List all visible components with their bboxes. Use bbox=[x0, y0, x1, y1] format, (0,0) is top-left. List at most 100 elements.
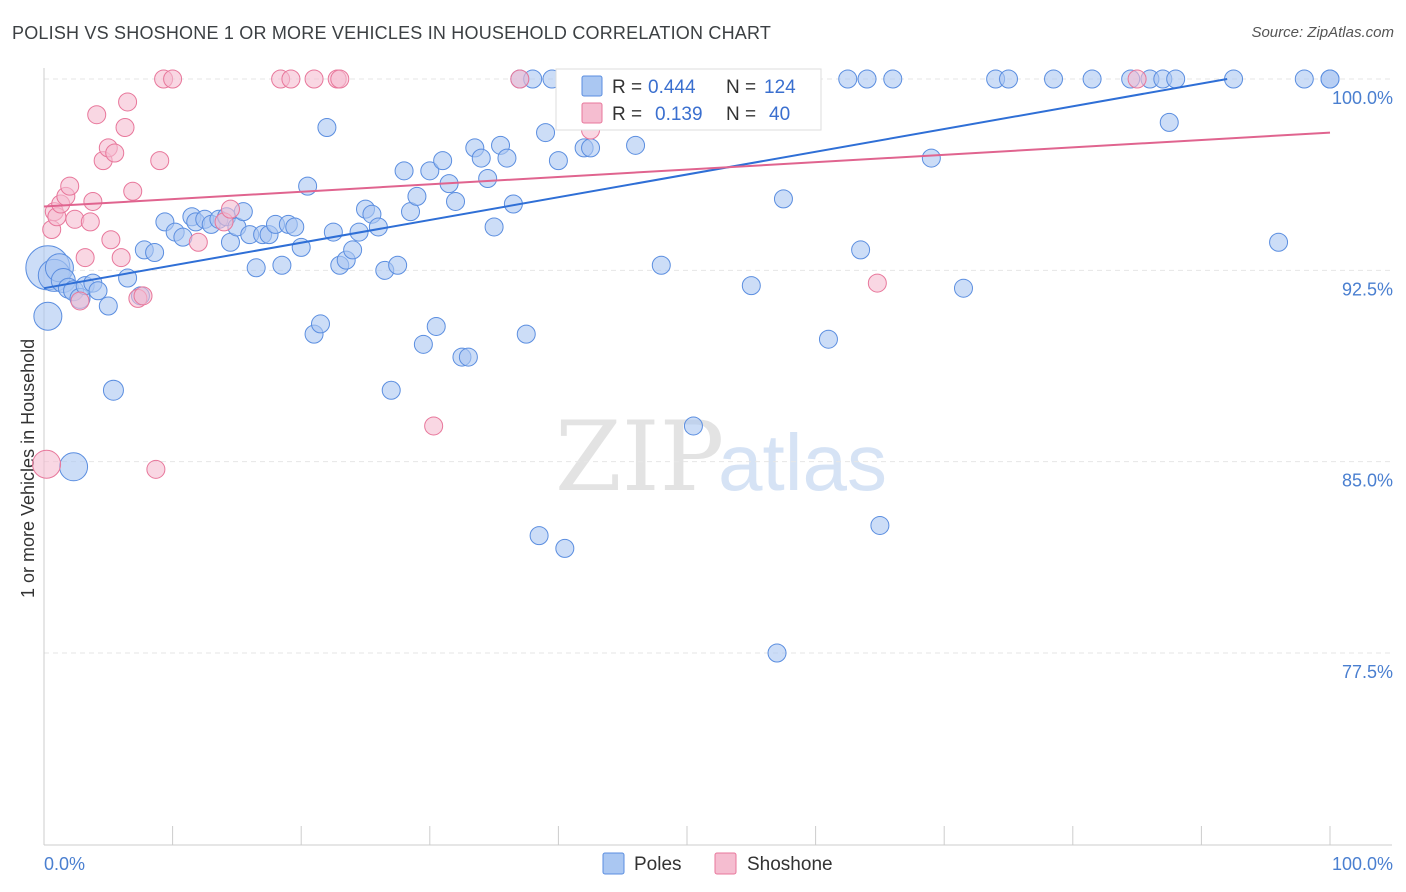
legend-shoshone-n-value: 40 bbox=[769, 104, 790, 125]
poles-point bbox=[98, 296, 118, 316]
y-tick-label: 92.5% bbox=[1342, 279, 1393, 299]
watermark-zip: ZIP bbox=[555, 401, 724, 513]
poles-point bbox=[88, 281, 108, 301]
shoshone-point bbox=[281, 69, 301, 89]
gridlines bbox=[44, 78, 1392, 654]
poles-point bbox=[548, 151, 568, 171]
poles-point bbox=[1294, 69, 1314, 89]
poles-trend-line bbox=[43, 78, 1228, 290]
poles-point bbox=[1044, 69, 1064, 89]
x-tick-marks bbox=[43, 826, 1331, 845]
watermark-atlas: atlas bbox=[718, 418, 887, 507]
legend-poles-r-label: R = bbox=[612, 77, 642, 98]
chart-title: POLISH VS SHOSHONE 1 OR MORE VEHICLES IN… bbox=[12, 23, 772, 43]
shoshone-point bbox=[304, 69, 324, 89]
poles-point bbox=[626, 135, 646, 155]
poles-point bbox=[433, 151, 453, 171]
poles-point bbox=[407, 186, 427, 206]
legend-box: R = 0.444 N = 124 R = 0.139 N = 40 bbox=[555, 68, 822, 131]
bottom-legend-poles-swatch bbox=[602, 852, 625, 875]
shoshone-point bbox=[32, 449, 62, 479]
poles-point bbox=[773, 189, 793, 209]
shoshone-point bbox=[87, 105, 107, 125]
poles-point bbox=[343, 240, 363, 260]
poles-point bbox=[851, 240, 871, 260]
poles-point bbox=[1224, 69, 1244, 89]
series-shoshone bbox=[32, 69, 1147, 479]
poles-point bbox=[1166, 69, 1186, 89]
poles-point bbox=[870, 515, 890, 535]
poles-point bbox=[145, 242, 165, 262]
poles-point bbox=[857, 69, 877, 89]
poles-point bbox=[59, 452, 89, 482]
bottom-legend-shoshone-label: Shoshone bbox=[747, 854, 833, 875]
bottom-legend: Poles Shoshone bbox=[602, 852, 833, 875]
poles-point bbox=[683, 416, 703, 436]
trend-lines bbox=[43, 78, 1331, 290]
shoshone-point bbox=[105, 143, 125, 163]
shoshone-point bbox=[75, 248, 95, 268]
poles-point bbox=[471, 148, 491, 168]
poles-point bbox=[651, 255, 671, 275]
poles-point bbox=[536, 123, 556, 143]
shoshone-point bbox=[115, 117, 135, 137]
poles-point bbox=[381, 380, 401, 400]
legend-poles-r-value: 0.444 bbox=[648, 77, 696, 98]
shoshone-point bbox=[867, 273, 887, 293]
poles-point bbox=[555, 538, 575, 558]
legend-shoshone-swatch bbox=[581, 102, 603, 124]
poles-point bbox=[953, 278, 973, 298]
y-tick-label: 85.0% bbox=[1342, 471, 1393, 491]
shoshone-point bbox=[123, 181, 143, 201]
shoshone-point bbox=[60, 176, 80, 196]
poles-point bbox=[246, 258, 266, 278]
shoshone-point bbox=[1127, 69, 1147, 89]
x-tick-label-max: 100.0% bbox=[1332, 854, 1393, 874]
poles-point bbox=[741, 276, 761, 296]
shoshone-point bbox=[163, 69, 183, 89]
legend-poles-n-value: 124 bbox=[764, 77, 796, 98]
y-tick-label: 77.5% bbox=[1342, 662, 1393, 682]
shoshone-point bbox=[80, 212, 100, 232]
poles-point bbox=[458, 347, 478, 367]
shoshone-point bbox=[118, 92, 138, 112]
shoshone-point bbox=[70, 291, 90, 311]
shoshone-point bbox=[111, 248, 131, 268]
shoshone-trend-line bbox=[43, 131, 1331, 208]
poles-point bbox=[497, 148, 517, 168]
y-axis-label: 1 or more Vehicles in Household bbox=[18, 339, 38, 598]
legend-poles-swatch bbox=[581, 75, 603, 97]
legend-shoshone-n-label: N = bbox=[726, 104, 756, 125]
poles-point bbox=[317, 117, 337, 137]
poles-point bbox=[413, 334, 433, 354]
shoshone-point bbox=[330, 69, 350, 89]
shoshone-point bbox=[510, 69, 530, 89]
shoshone-point bbox=[101, 230, 121, 250]
shoshone-point bbox=[150, 151, 170, 171]
poles-point bbox=[102, 379, 124, 401]
poles-point bbox=[767, 643, 787, 663]
poles-point bbox=[921, 148, 941, 168]
poles-point bbox=[581, 138, 601, 158]
poles-point bbox=[1082, 69, 1102, 89]
legend-shoshone-r-value: 0.139 bbox=[655, 104, 703, 125]
series-poles bbox=[25, 69, 1340, 663]
poles-point bbox=[272, 255, 292, 275]
legend-poles-n-label: N = bbox=[726, 77, 756, 98]
bottom-legend-shoshone-swatch bbox=[714, 852, 737, 875]
source-label: Source: ZipAtlas.com bbox=[1251, 24, 1394, 41]
poles-point bbox=[446, 191, 466, 211]
shoshone-point bbox=[220, 199, 240, 219]
poles-point bbox=[484, 217, 504, 237]
poles-point bbox=[285, 217, 305, 237]
shoshone-point bbox=[188, 232, 208, 252]
poles-point bbox=[310, 314, 330, 334]
legend-shoshone-r-label: R = bbox=[612, 104, 642, 125]
shoshone-point bbox=[133, 286, 153, 306]
poles-point bbox=[516, 324, 536, 344]
poles-point bbox=[388, 255, 408, 275]
shoshone-point bbox=[146, 459, 166, 479]
shoshone-point bbox=[83, 191, 103, 211]
poles-point bbox=[33, 301, 63, 331]
